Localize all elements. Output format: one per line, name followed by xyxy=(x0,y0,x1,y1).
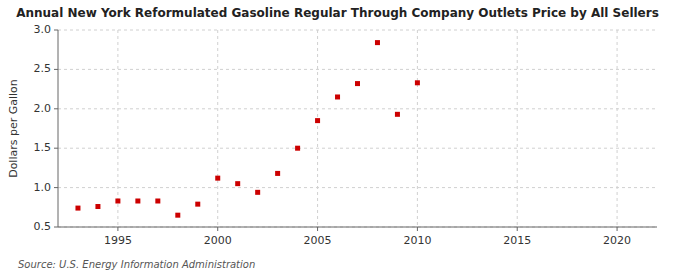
source-note: Source: U.S. Energy Information Administ… xyxy=(18,259,255,270)
point xyxy=(155,198,160,203)
x-grid-line xyxy=(517,30,518,227)
y-grid-line xyxy=(58,69,657,70)
y-tick-label: 1.5 xyxy=(34,141,52,154)
x-tick-label: 2010 xyxy=(403,234,431,247)
point xyxy=(135,198,140,203)
y-tick-label: 1.0 xyxy=(34,181,52,194)
x-tick-label: 2000 xyxy=(204,234,232,247)
page: {"chart_data": {"type": "scatter", "titl… xyxy=(0,0,675,275)
x-tick xyxy=(617,227,618,231)
point xyxy=(215,176,220,181)
x-grid-line xyxy=(217,30,218,227)
y-tick xyxy=(54,227,58,228)
x-grid-line xyxy=(317,30,318,227)
x-tick xyxy=(417,227,418,231)
point xyxy=(395,112,400,117)
chart-container: 0.5 1.0 1.5 2.0 2.5 3.0 1995 2000 2005 2010 2015 20… xyxy=(0,0,675,275)
point xyxy=(355,81,360,86)
x-tick xyxy=(517,227,518,231)
x-tick-label: 2020 xyxy=(603,234,631,247)
x-tick xyxy=(117,227,118,231)
y-tick xyxy=(54,69,58,70)
point xyxy=(275,171,280,176)
point xyxy=(295,146,300,151)
point xyxy=(255,190,260,195)
y-grid-line xyxy=(58,227,657,228)
y-tick xyxy=(54,187,58,188)
point xyxy=(335,94,340,99)
x-tick-label: 1995 xyxy=(104,234,132,247)
y-grid-line xyxy=(58,30,657,31)
x-tick-label: 2005 xyxy=(304,234,332,247)
y-axis-line xyxy=(58,30,59,227)
point xyxy=(95,204,100,209)
y-tick xyxy=(54,108,58,109)
y-tick xyxy=(54,148,58,149)
points xyxy=(75,40,419,218)
point xyxy=(315,118,320,123)
point xyxy=(375,40,380,45)
grid xyxy=(58,30,657,227)
point xyxy=(195,202,200,207)
x-grid-line xyxy=(117,30,118,227)
y-grid-line xyxy=(58,187,657,188)
point xyxy=(115,198,120,203)
chart-svg: 0.5 1.0 1.5 2.0 2.5 3.0 1995 2000 2005 2010 2015 20… xyxy=(0,0,675,275)
x-tick xyxy=(217,227,218,231)
point xyxy=(175,213,180,218)
axes: 0.5 1.0 1.5 2.0 2.5 3.0 1995 2000 2005 2010 2015 20… xyxy=(34,23,658,247)
y-tick-label: 3.0 xyxy=(34,23,52,36)
y-grid-line xyxy=(58,108,657,109)
x-axis-line xyxy=(58,227,657,228)
y-axis-label: Dollars per Gallon xyxy=(7,79,20,178)
y-tick-label: 2.5 xyxy=(34,62,52,75)
y-tick-label: 2.0 xyxy=(34,102,52,115)
y-grid-line xyxy=(58,148,657,149)
x-tick-label: 2015 xyxy=(503,234,531,247)
x-grid-line xyxy=(617,30,618,227)
background xyxy=(0,0,675,275)
x-grid-line xyxy=(417,30,418,227)
point xyxy=(415,80,420,85)
x-tick xyxy=(317,227,318,231)
title: Annual New York Reformulated Gasoline Re… xyxy=(16,6,659,20)
point xyxy=(75,206,80,211)
point xyxy=(235,181,240,186)
y-tick-label: 0.5 xyxy=(34,220,52,233)
y-tick xyxy=(54,30,58,31)
